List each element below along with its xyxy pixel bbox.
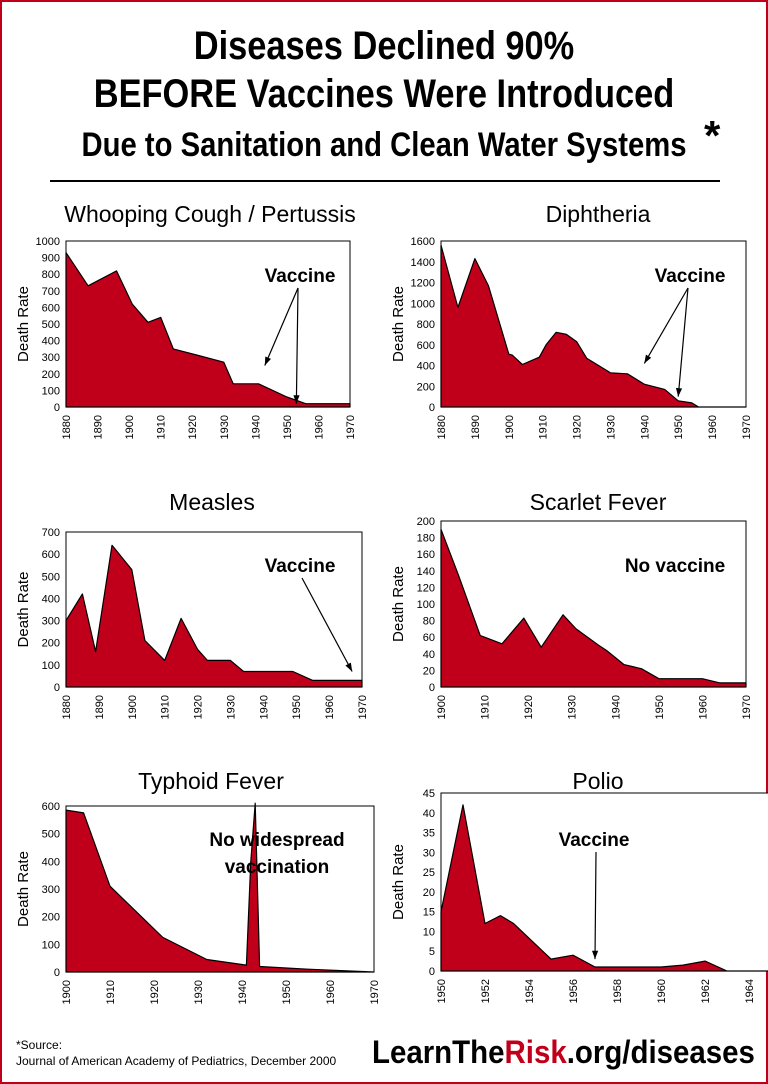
website-link[interactable]: LearnTheRisk.org/diseases [372,1034,755,1071]
site-suffix: .org/diseases [566,1034,755,1070]
site-prefix: LearnThe [372,1034,505,1070]
headline-line-1: Diseases Declined 90% [193,24,575,68]
site-highlight: Risk [504,1034,567,1070]
header-divider [50,180,720,182]
source-citation: Journal of American Academy of Pediatric… [16,1054,337,1068]
source-label: *Source: [16,1038,63,1052]
headline-line-3: Due to Sanitation and Clean Water System… [81,126,687,164]
footnote-asterisk: * [704,112,721,159]
headline-line-2: BEFORE Vaccines Were Introduced [93,72,675,116]
